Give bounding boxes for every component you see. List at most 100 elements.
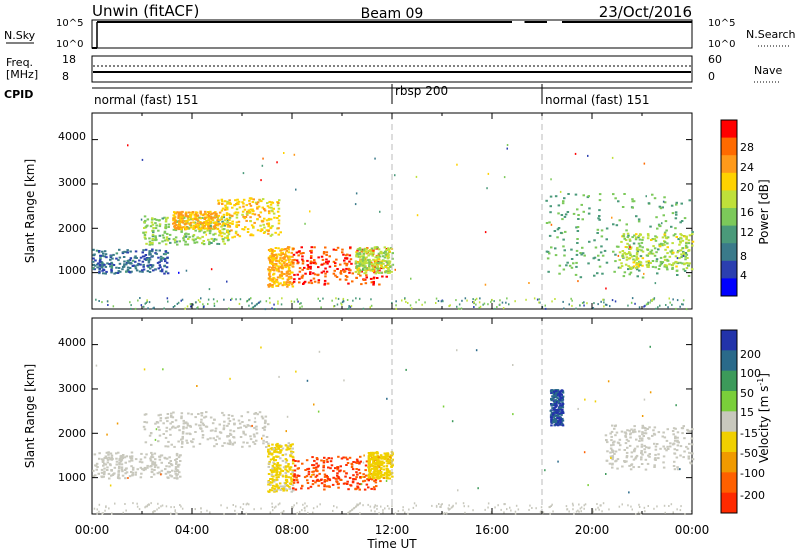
data-cell [561, 406, 565, 409]
data-cell [390, 270, 393, 273]
data-cell [178, 220, 181, 223]
data-cell [628, 429, 631, 432]
data-cell [558, 264, 562, 267]
data-cell [270, 259, 273, 262]
data-cell [627, 257, 631, 260]
isolated-echo-cell [416, 214, 419, 217]
ground-scatter-cell [277, 302, 279, 305]
data-cell [212, 228, 215, 231]
ground-scatter-cell [298, 510, 301, 513]
ground-scatter-cell [638, 503, 640, 506]
data-cell [662, 461, 665, 464]
ground-scatter-cell [413, 502, 416, 505]
data-cell [265, 436, 269, 438]
data-cell [117, 473, 120, 476]
data-cell [387, 272, 390, 274]
data-cell [672, 262, 675, 265]
data-cell [634, 430, 637, 433]
ground-scatter-cell [451, 505, 454, 508]
data-cell [139, 476, 143, 479]
data-cell [292, 487, 295, 490]
nsky-label: N.Sky [4, 29, 36, 42]
data-cell [218, 211, 222, 214]
data-cell [158, 471, 161, 474]
data-cell [625, 451, 629, 454]
data-cell [357, 264, 361, 267]
ground-scatter-cell [593, 302, 595, 305]
data-cell [301, 484, 304, 487]
ground-scatter-cell [160, 505, 162, 508]
data-cell [268, 460, 271, 463]
data-cell [201, 242, 204, 245]
data-cell [231, 223, 234, 225]
data-cell [367, 250, 371, 253]
data-cell [336, 466, 340, 469]
ground-scatter-cell [684, 513, 686, 516]
data-cell [655, 260, 658, 263]
isolated-echo-cell [583, 451, 586, 454]
data-cell [162, 236, 165, 239]
data-cell [559, 392, 562, 395]
data-cell [284, 476, 288, 479]
data-cell [222, 240, 225, 243]
data-cell [284, 468, 287, 471]
data-cell [171, 421, 174, 423]
ground-scatter-cell [681, 303, 683, 306]
data-cell [298, 277, 301, 280]
data-cell [566, 261, 569, 264]
data-cell [216, 242, 219, 245]
data-cell [336, 474, 339, 477]
data-cell [347, 267, 351, 270]
ground-scatter-cell [568, 303, 570, 306]
data-cell [280, 251, 284, 254]
data-cell [275, 255, 279, 258]
ground-scatter-cell [680, 505, 682, 508]
ground-scatter-cell [596, 503, 598, 505]
data-cell [251, 201, 255, 203]
date-title: 23/Oct/2016 [599, 3, 692, 21]
data-cell [381, 255, 385, 258]
data-cell [310, 249, 313, 252]
ground-scatter-cell [551, 503, 553, 506]
data-cell [273, 282, 276, 285]
data-cell [166, 232, 169, 235]
ground-scatter-cell [583, 504, 585, 507]
data-cell [555, 390, 558, 392]
data-cell [637, 236, 640, 239]
data-cell [103, 263, 106, 266]
data-cell [218, 234, 221, 237]
data-cell [151, 250, 154, 253]
data-cell [280, 248, 284, 251]
ground-scatter-cell [506, 297, 508, 300]
data-cell [151, 471, 154, 474]
data-cell [218, 219, 222, 222]
data-cell [203, 221, 207, 223]
data-cell [363, 266, 366, 269]
data-cell [270, 470, 274, 473]
data-cell [355, 458, 359, 461]
data-cell [193, 241, 196, 244]
data-cell [664, 236, 668, 239]
data-cell [180, 217, 184, 220]
data-cell [652, 245, 655, 248]
ground-scatter-cell [356, 503, 358, 506]
data-cell [345, 267, 348, 270]
data-cell [184, 223, 187, 226]
isolated-echo-cell [456, 349, 458, 352]
data-cell [226, 208, 229, 211]
data-cell [354, 478, 357, 481]
data-cell [259, 211, 263, 214]
ground-scatter-cell [402, 509, 404, 512]
xtick-0000: 00:00 [75, 523, 110, 537]
data-cell [624, 432, 628, 435]
data-cell [291, 474, 295, 477]
isolated-echo-cell [676, 257, 679, 260]
data-cell [545, 222, 549, 224]
data-cell [159, 259, 163, 262]
isolated-echo-cell [160, 473, 162, 476]
ground-scatter-cell [125, 509, 127, 512]
data-cell [357, 255, 360, 258]
data-cell [633, 425, 636, 428]
data-cell [364, 469, 367, 472]
data-cell [269, 478, 272, 480]
